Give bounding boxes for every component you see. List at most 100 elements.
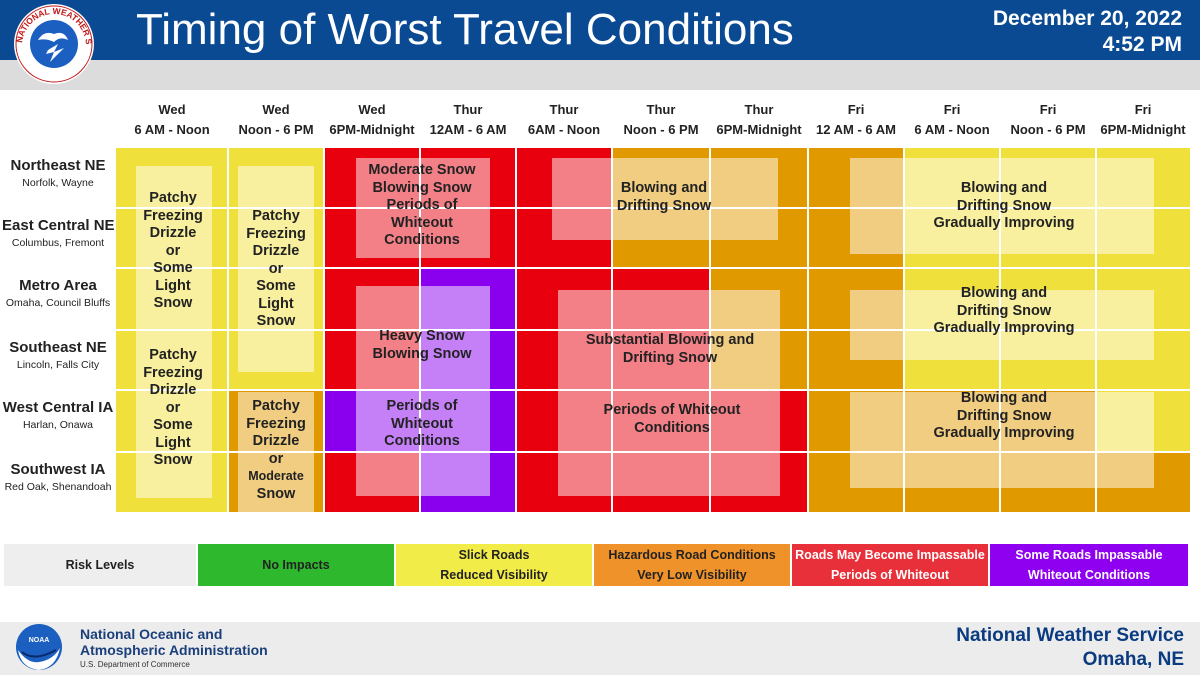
grid-line-v (515, 92, 517, 512)
row-cities: Columbus, Fremont (11, 237, 105, 249)
row-header: Northeast NE Norfolk, Wayne (2, 156, 114, 191)
date-text: December 20, 2022 (992, 7, 1182, 30)
legend-impassable: Some Roads Impassable Whiteout Condition… (990, 544, 1188, 586)
row-name: Southwest IA (10, 461, 106, 478)
column-time: 6AM - Noon (527, 122, 601, 137)
column-time: 6PM-Midnight (329, 122, 415, 137)
header-bar (0, 0, 1200, 60)
nws-line2: Omaha, NE (1082, 649, 1184, 670)
overlay-box (850, 158, 1154, 254)
column-time: 6 AM - Noon (134, 122, 210, 137)
column-day: Fri (847, 102, 865, 117)
nws-line1: National Weather Service (956, 625, 1184, 646)
column-day: Thur (549, 102, 579, 117)
overlay-box (136, 166, 212, 498)
header-strip (0, 60, 1200, 90)
row-cities: Harlan, Onawa (22, 419, 94, 431)
cell-label: Heavy Snow Blowing Snow (372, 328, 472, 362)
legend-sublabel: Reduced Visibility (440, 568, 548, 582)
cell-label: Patchy Freezing Drizzle or Some Light Sn… (143, 347, 203, 468)
column-header: Wed 6PM-Midnight (324, 100, 420, 140)
column-header: Thur Noon - 6 PM (612, 100, 710, 140)
legend-title-text: Risk Levels (65, 558, 135, 572)
column-header: Wed Noon - 6 PM (228, 100, 324, 140)
row-header: Southwest IA Red Oak, Shenandoah (2, 460, 114, 495)
legend-sublabel: Very Low Visibility (637, 568, 747, 582)
column-day: Wed (158, 102, 186, 117)
legend-label: Roads May Become Impassable (795, 548, 985, 562)
noaa-name: National Oceanic and Atmospheric Adminis… (80, 626, 268, 658)
overlay-box (552, 158, 778, 240)
row-cities: Lincoln, Falls City (16, 359, 100, 371)
time-text: 4:52 PM (1102, 33, 1182, 56)
column-time: 6 AM - Noon (914, 122, 990, 137)
legend-label: No Impacts (262, 558, 330, 572)
overlay-box (558, 290, 780, 496)
legend-may-become-impassable: Roads May Become Impassable Periods of W… (792, 544, 988, 586)
column-time: 6PM-Midnight (716, 122, 802, 137)
noaa-line2: Atmospheric Administration (80, 642, 268, 658)
column-time: Noon - 6 PM (238, 122, 314, 137)
cell-label-line: Patchy Freezing Drizzle (246, 398, 306, 449)
cell-label: Periods of Whiteout Conditions (603, 402, 741, 436)
grid-line-v (323, 92, 325, 512)
cell-label-line: or (268, 450, 284, 467)
row-name: Metro Area (19, 277, 97, 294)
cell-label: Patchy Freezing Drizzle or Moderate Snow (228, 398, 324, 503)
column-time: 12 AM - 6 AM (816, 122, 896, 137)
cell-label: Blowing and Drifting Snow Gradually Impr… (933, 180, 1075, 231)
column-header: Wed 6 AM - Noon (116, 100, 228, 140)
overlay-box (850, 290, 1154, 360)
row-name: Northeast NE (10, 157, 106, 174)
column-day: Thur (646, 102, 676, 117)
legend-hazardous: Hazardous Road Conditions Very Low Visib… (594, 544, 790, 586)
grid-line-v (807, 92, 809, 512)
cell-label: Moderate Snow Blowing Snow Periods of Wh… (368, 162, 476, 248)
legend-no-impacts: No Impacts (198, 544, 394, 586)
legend-label: Slick Roads (458, 548, 530, 562)
nws-logo-icon: NATIONAL WEATHER SERVICE (8, 2, 94, 84)
grid-line-v (227, 92, 229, 512)
date-time: December 20, 2022 4:52 PM (993, 6, 1182, 58)
legend-sublabel: Periods of Whiteout (830, 568, 950, 582)
cell-label: Patchy Freezing Drizzle or Some Light Sn… (143, 190, 203, 311)
legend-label: Hazardous Road Conditions (608, 548, 776, 562)
column-header: Thur 6AM - Noon (516, 100, 612, 140)
row-header: Southeast NE Lincoln, Falls City (2, 338, 114, 373)
column-header: Fri Noon - 6 PM (1000, 100, 1096, 140)
footer-bar (0, 622, 1200, 675)
column-time: Noon - 6 PM (1010, 122, 1086, 137)
cell-label: Patchy Freezing Drizzle or Some Light Sn… (246, 208, 306, 329)
overlay-box (850, 392, 1154, 488)
legend-label: Some Roads Impassable (1015, 548, 1163, 562)
row-header: West Central IA Harlan, Onawa (2, 398, 114, 433)
cell-label: Periods of Whiteout Conditions (384, 398, 460, 449)
row-header: East Central NE Columbus, Fremont (2, 216, 115, 251)
column-day: Wed (262, 102, 290, 117)
cell-label: Blowing and Drifting Snow Gradually Impr… (933, 390, 1075, 441)
column-day: Thur (453, 102, 483, 117)
overlay-box (356, 286, 490, 496)
grid-line-h (0, 267, 1200, 269)
row-cities: Norfolk, Wayne (22, 177, 94, 189)
cell-label: Blowing and Drifting Snow (616, 180, 712, 214)
row-header: Metro Area Omaha, Council Bluffs (2, 276, 114, 311)
legend-slick-roads: Slick Roads Reduced Visibility (396, 544, 592, 586)
legend-sublabel: Whiteout Conditions (1027, 568, 1151, 582)
column-time: 6PM-Midnight (1100, 122, 1186, 137)
column-day: Thur (744, 102, 774, 117)
overlay-box (356, 158, 490, 258)
row-name: East Central NE (2, 217, 115, 234)
row-cities: Red Oak, Shenandoah (4, 481, 112, 493)
column-day: Fri (1134, 102, 1152, 117)
column-header: Fri 6PM-Midnight (1096, 100, 1190, 140)
noaa-line1: National Oceanic and (80, 626, 223, 642)
cell-label: Substantial Blowing and Drifting Snow (585, 332, 755, 366)
legend-title: Risk Levels (4, 544, 196, 586)
row-name: West Central IA (2, 399, 114, 416)
noaa-dept: U.S. Department of Commerce (80, 660, 190, 669)
column-header: Fri 12 AM - 6 AM (808, 100, 904, 140)
overlay-box (238, 166, 314, 372)
column-day: Fri (1039, 102, 1057, 117)
row-cities: Omaha, Council Bluffs (5, 297, 111, 309)
